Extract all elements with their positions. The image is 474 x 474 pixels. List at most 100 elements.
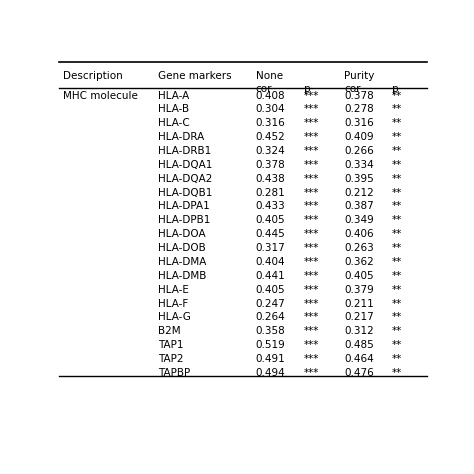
Text: HLA-G: HLA-G: [158, 312, 191, 322]
Text: 0.405: 0.405: [344, 271, 374, 281]
Text: 0.264: 0.264: [256, 312, 285, 322]
Text: HLA-DQA2: HLA-DQA2: [158, 174, 213, 184]
Text: **: **: [392, 146, 402, 156]
Text: 0.263: 0.263: [344, 243, 374, 253]
Text: ***: ***: [303, 229, 319, 239]
Text: 0.317: 0.317: [256, 243, 285, 253]
Text: 0.485: 0.485: [344, 340, 374, 350]
Text: ***: ***: [303, 146, 319, 156]
Text: 0.408: 0.408: [256, 91, 285, 100]
Text: 0.476: 0.476: [344, 368, 374, 378]
Text: **: **: [392, 118, 402, 128]
Text: HLA-DRA: HLA-DRA: [158, 132, 205, 142]
Text: TAP2: TAP2: [158, 354, 184, 364]
Text: **: **: [392, 271, 402, 281]
Text: HLA-DMA: HLA-DMA: [158, 257, 207, 267]
Text: **: **: [392, 312, 402, 322]
Text: ***: ***: [303, 201, 319, 211]
Text: **: **: [392, 215, 402, 225]
Text: 0.358: 0.358: [256, 326, 285, 337]
Text: Gene markers: Gene markers: [158, 72, 232, 82]
Text: 0.445: 0.445: [256, 229, 285, 239]
Text: 0.324: 0.324: [256, 146, 285, 156]
Text: 0.405: 0.405: [256, 285, 285, 295]
Text: **: **: [392, 354, 402, 364]
Text: 0.409: 0.409: [344, 132, 374, 142]
Text: 0.404: 0.404: [256, 257, 285, 267]
Text: p: p: [303, 84, 310, 94]
Text: HLA-DRB1: HLA-DRB1: [158, 146, 212, 156]
Text: **: **: [392, 285, 402, 295]
Text: **: **: [392, 299, 402, 309]
Text: 0.464: 0.464: [344, 354, 374, 364]
Text: ***: ***: [303, 326, 319, 337]
Text: 0.379: 0.379: [344, 285, 374, 295]
Text: **: **: [392, 201, 402, 211]
Text: 0.247: 0.247: [256, 299, 285, 309]
Text: ***: ***: [303, 174, 319, 184]
Text: ***: ***: [303, 188, 319, 198]
Text: **: **: [392, 243, 402, 253]
Text: ***: ***: [303, 299, 319, 309]
Text: **: **: [392, 340, 402, 350]
Text: 0.316: 0.316: [256, 118, 285, 128]
Text: 0.405: 0.405: [256, 215, 285, 225]
Text: 0.211: 0.211: [344, 299, 374, 309]
Text: p: p: [392, 84, 398, 94]
Text: **: **: [392, 368, 402, 378]
Text: **: **: [392, 326, 402, 337]
Text: **: **: [392, 188, 402, 198]
Text: ***: ***: [303, 354, 319, 364]
Text: 0.316: 0.316: [344, 118, 374, 128]
Text: 0.278: 0.278: [344, 104, 374, 114]
Text: 0.304: 0.304: [256, 104, 285, 114]
Text: **: **: [392, 91, 402, 100]
Text: 0.378: 0.378: [344, 91, 374, 100]
Text: HLA-A: HLA-A: [158, 91, 190, 100]
Text: 0.387: 0.387: [344, 201, 374, 211]
Text: B2M: B2M: [158, 326, 181, 337]
Text: **: **: [392, 160, 402, 170]
Text: MHC molecule: MHC molecule: [63, 91, 138, 100]
Text: 0.395: 0.395: [344, 174, 374, 184]
Text: 0.441: 0.441: [256, 271, 285, 281]
Text: HLA-DQA1: HLA-DQA1: [158, 160, 213, 170]
Text: 0.519: 0.519: [256, 340, 285, 350]
Text: 0.406: 0.406: [344, 229, 374, 239]
Text: ***: ***: [303, 340, 319, 350]
Text: 0.378: 0.378: [256, 160, 285, 170]
Text: **: **: [392, 229, 402, 239]
Text: 0.438: 0.438: [256, 174, 285, 184]
Text: ***: ***: [303, 257, 319, 267]
Text: HLA-DOB: HLA-DOB: [158, 243, 206, 253]
Text: cor: cor: [256, 84, 272, 94]
Text: 0.362: 0.362: [344, 257, 374, 267]
Text: HLA-C: HLA-C: [158, 118, 190, 128]
Text: **: **: [392, 174, 402, 184]
Text: TAPBP: TAPBP: [158, 368, 191, 378]
Text: ***: ***: [303, 271, 319, 281]
Text: HLA-E: HLA-E: [158, 285, 189, 295]
Text: 0.452: 0.452: [256, 132, 285, 142]
Text: Purity: Purity: [344, 72, 374, 82]
Text: 0.334: 0.334: [344, 160, 374, 170]
Text: ***: ***: [303, 312, 319, 322]
Text: ***: ***: [303, 285, 319, 295]
Text: ***: ***: [303, 104, 319, 114]
Text: ***: ***: [303, 118, 319, 128]
Text: HLA-DPB1: HLA-DPB1: [158, 215, 211, 225]
Text: cor: cor: [344, 84, 360, 94]
Text: **: **: [392, 132, 402, 142]
Text: ***: ***: [303, 215, 319, 225]
Text: HLA-DOA: HLA-DOA: [158, 229, 206, 239]
Text: 0.217: 0.217: [344, 312, 374, 322]
Text: ***: ***: [303, 132, 319, 142]
Text: **: **: [392, 104, 402, 114]
Text: 0.349: 0.349: [344, 215, 374, 225]
Text: HLA-DMB: HLA-DMB: [158, 271, 207, 281]
Text: Description: Description: [63, 72, 123, 82]
Text: **: **: [392, 257, 402, 267]
Text: 0.312: 0.312: [344, 326, 374, 337]
Text: HLA-F: HLA-F: [158, 299, 189, 309]
Text: 0.212: 0.212: [344, 188, 374, 198]
